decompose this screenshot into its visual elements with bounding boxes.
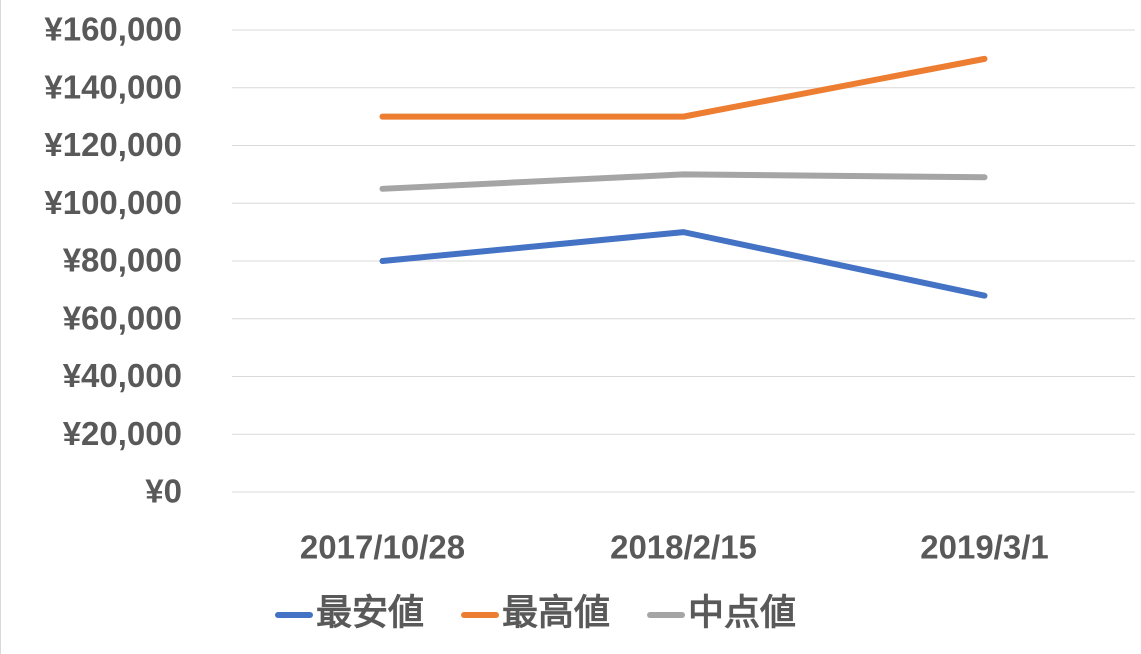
legend-label: 最高値: [502, 592, 610, 633]
x-tick-label: 2018/2/15: [610, 529, 757, 566]
series-line: [379, 55, 988, 120]
y-tick-label: ¥140,000: [44, 68, 182, 105]
x-tick-label: 2019/3/1: [920, 529, 1048, 566]
y-tick-label: ¥0: [145, 473, 182, 510]
y-tick-label: ¥80,000: [63, 242, 182, 279]
x-tick-label: 2017/10/28: [300, 529, 465, 566]
y-tick-label: ¥100,000: [44, 184, 182, 221]
legend-label: 中点値: [688, 592, 796, 633]
y-tick-label: ¥20,000: [63, 415, 182, 452]
y-tick-label: ¥40,000: [63, 357, 182, 394]
series-line: [379, 171, 988, 192]
y-tick-label: ¥160,000: [44, 11, 182, 48]
y-tick-label: ¥120,000: [44, 126, 182, 163]
y-tick-label: ¥60,000: [63, 299, 182, 336]
series-line: [379, 229, 988, 299]
legend-label: 最安値: [316, 592, 424, 633]
